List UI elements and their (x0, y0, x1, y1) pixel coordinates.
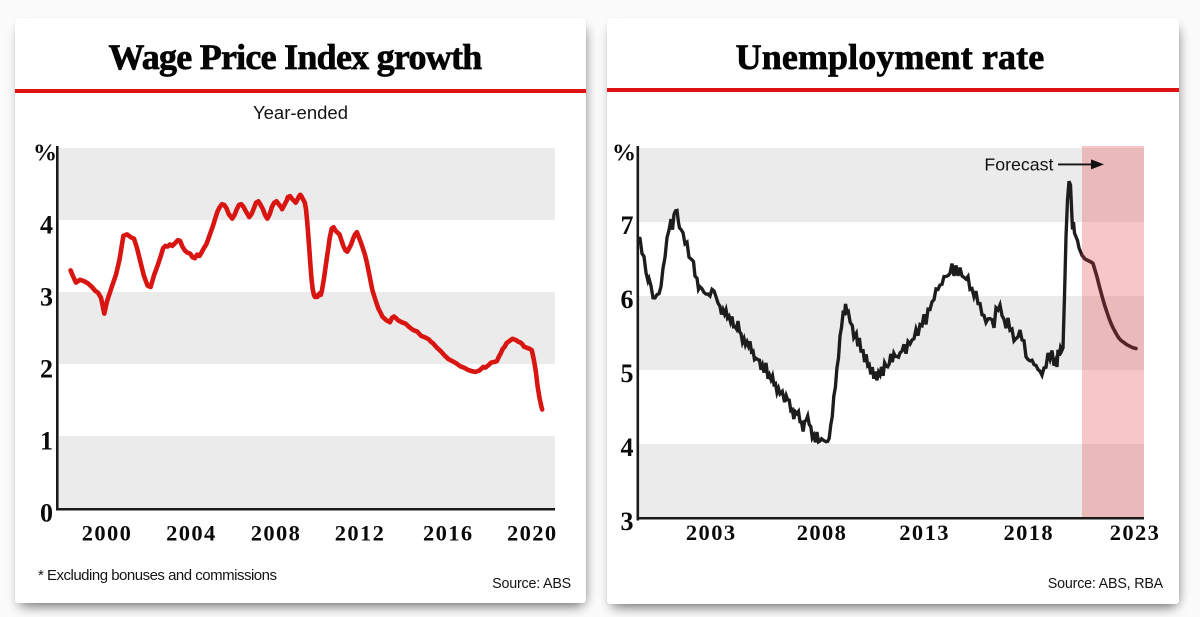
svg-text:2: 2 (40, 354, 53, 383)
svg-text:2016: 2016 (423, 520, 474, 545)
svg-text:Forecast: Forecast (984, 155, 1053, 175)
svg-text:2013: 2013 (899, 520, 950, 545)
svg-text:2004: 2004 (166, 520, 217, 545)
svg-text:2020: 2020 (507, 520, 558, 545)
svg-text:2000: 2000 (82, 520, 133, 545)
svg-text:2008: 2008 (797, 520, 848, 545)
svg-text:3: 3 (621, 507, 634, 536)
svg-text:2008: 2008 (251, 520, 302, 545)
svg-text:%: % (33, 141, 57, 167)
svg-text:%: % (612, 141, 636, 167)
svg-text:2023: 2023 (1110, 520, 1161, 545)
svg-text:1: 1 (40, 426, 53, 455)
svg-text:0: 0 (40, 498, 53, 527)
svg-text:4: 4 (40, 210, 53, 239)
svg-text:7: 7 (621, 211, 634, 240)
svg-text:2003: 2003 (686, 520, 737, 545)
svg-text:5: 5 (621, 359, 634, 388)
svg-text:3: 3 (40, 282, 53, 311)
svg-text:4: 4 (621, 433, 634, 462)
svg-text:2012: 2012 (335, 520, 386, 545)
svg-text:2018: 2018 (1003, 520, 1054, 545)
svg-text:6: 6 (621, 285, 634, 314)
